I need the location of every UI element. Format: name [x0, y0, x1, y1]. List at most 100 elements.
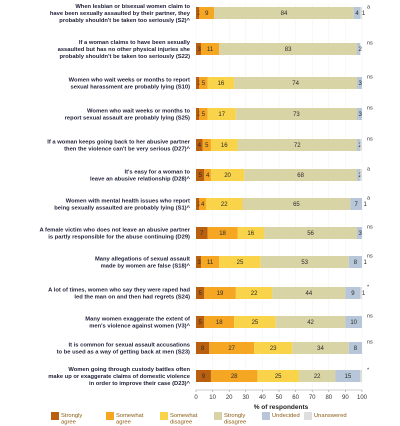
data-label: 72 [294, 143, 301, 149]
data-label: 20 [224, 173, 231, 179]
data-label: 74 [292, 81, 299, 87]
bar-segment [335, 370, 361, 382]
legend-label: Somewhat [170, 413, 198, 419]
bar-segment [345, 287, 361, 299]
x-tick-label: 50 [276, 395, 283, 401]
significance-marker: ns [367, 41, 373, 47]
data-label: 84 [281, 11, 288, 17]
bar-segment [196, 198, 200, 210]
data-label: 7 [355, 202, 359, 208]
data-label: 9 [351, 291, 355, 297]
data-label: 19 [217, 291, 224, 297]
bar-segment [235, 287, 273, 299]
row-label: is partly responsible for the abuse cont… [48, 235, 190, 241]
row-label: If a woman keeps going back to her abusi… [47, 139, 190, 145]
row-label: assaulted but has no other physical inju… [58, 47, 191, 53]
data-label: 4 [206, 173, 210, 179]
row-label: Women with mental health issues who repo… [66, 198, 190, 204]
data-label: 3 [359, 112, 363, 118]
row-label: to be used as a way of getting back at m… [57, 350, 190, 356]
significance-marker: a [367, 5, 371, 11]
data-label: 2 [359, 47, 363, 53]
data-label: 10 [350, 320, 357, 326]
legend-label: Somewhat [116, 413, 144, 419]
bar-segment [350, 198, 362, 210]
bar-segment [234, 77, 358, 89]
significance-marker: ns [367, 106, 373, 112]
data-label: 5 [205, 143, 209, 149]
bar-segment [298, 370, 336, 382]
data-label: 17 [218, 112, 225, 118]
bar-segment [360, 287, 362, 299]
bar-segment [360, 7, 362, 19]
bar-segment [242, 198, 351, 210]
data-label: 5 [202, 81, 206, 87]
row-label: men's violence against women (V3)^ [89, 324, 190, 330]
row-label: A female victim who does not leave an ab… [39, 227, 190, 233]
legend-swatch [160, 412, 168, 420]
data-label: 3 [359, 81, 363, 87]
data-label: 22 [221, 202, 228, 208]
bar-segment [196, 43, 201, 55]
data-label: 22 [314, 374, 321, 380]
data-label: 5 [198, 320, 202, 326]
significance-marker: ns [367, 340, 373, 346]
bar-segment [237, 227, 265, 239]
x-tick-label: 20 [226, 395, 233, 401]
data-label: 22 [251, 291, 258, 297]
data-label: 18 [216, 320, 223, 326]
legend-swatch [106, 412, 114, 420]
bar-segment [357, 43, 361, 55]
significance-marker: ns [367, 314, 373, 320]
x-axis-title: % of respondents [254, 404, 309, 411]
data-label: 5 [198, 291, 202, 297]
bar-segment [360, 169, 362, 181]
row-label: being sexually assaulted are probably ly… [54, 206, 190, 212]
bar-segment [257, 370, 299, 382]
bar-segment [204, 287, 236, 299]
data-label: 34 [317, 346, 324, 352]
legend-label: agree [61, 420, 76, 426]
row-label: then the violence can't be very serious … [64, 147, 191, 153]
significance-marker: * [367, 285, 370, 291]
legend-label: disagree [224, 420, 246, 426]
bar-segment [205, 198, 243, 210]
x-tick-label: 60 [292, 395, 299, 401]
bar-segment [348, 342, 362, 354]
legend-swatch [304, 412, 312, 420]
bar-segment [210, 370, 258, 382]
bar-segment [200, 43, 220, 55]
data-label: 8 [354, 260, 358, 266]
significance-marker: ns [367, 75, 373, 81]
data-label: 23 [270, 346, 277, 352]
legend-label: Unanswered [314, 413, 347, 419]
data-label: 65 [293, 202, 300, 208]
data-label: 1 [364, 202, 368, 208]
legend-label: disagree [170, 420, 192, 426]
data-label: 42 [307, 320, 314, 326]
bar-segment [204, 169, 211, 181]
data-label: 1 [362, 11, 366, 17]
bar-segment [272, 287, 346, 299]
significance-marker: a [367, 196, 371, 202]
row-label: probably shouldn't be taken too seriousl… [59, 54, 190, 60]
data-label: 56 [307, 231, 314, 237]
x-tick-label: 0 [194, 395, 198, 401]
bar-segment [196, 316, 205, 328]
data-label: 3 [359, 231, 363, 237]
row-label: report sexual assault are probably lying… [65, 116, 190, 122]
data-label: 8 [201, 346, 205, 352]
data-label: 11 [207, 260, 214, 266]
bar-segment [207, 77, 235, 89]
bar-segment [237, 139, 358, 151]
bar-segment [264, 227, 358, 239]
data-label: 25 [237, 260, 244, 266]
legend-label: Undecided [272, 413, 300, 419]
data-label: 4 [201, 202, 205, 208]
row-label: sexual harassment are probably lying (S1… [70, 85, 190, 91]
data-label: 4 [355, 11, 359, 17]
bar-segment [200, 256, 220, 268]
bar-segment [202, 139, 211, 151]
bar-segment [210, 169, 245, 181]
bar-segment [204, 316, 235, 328]
